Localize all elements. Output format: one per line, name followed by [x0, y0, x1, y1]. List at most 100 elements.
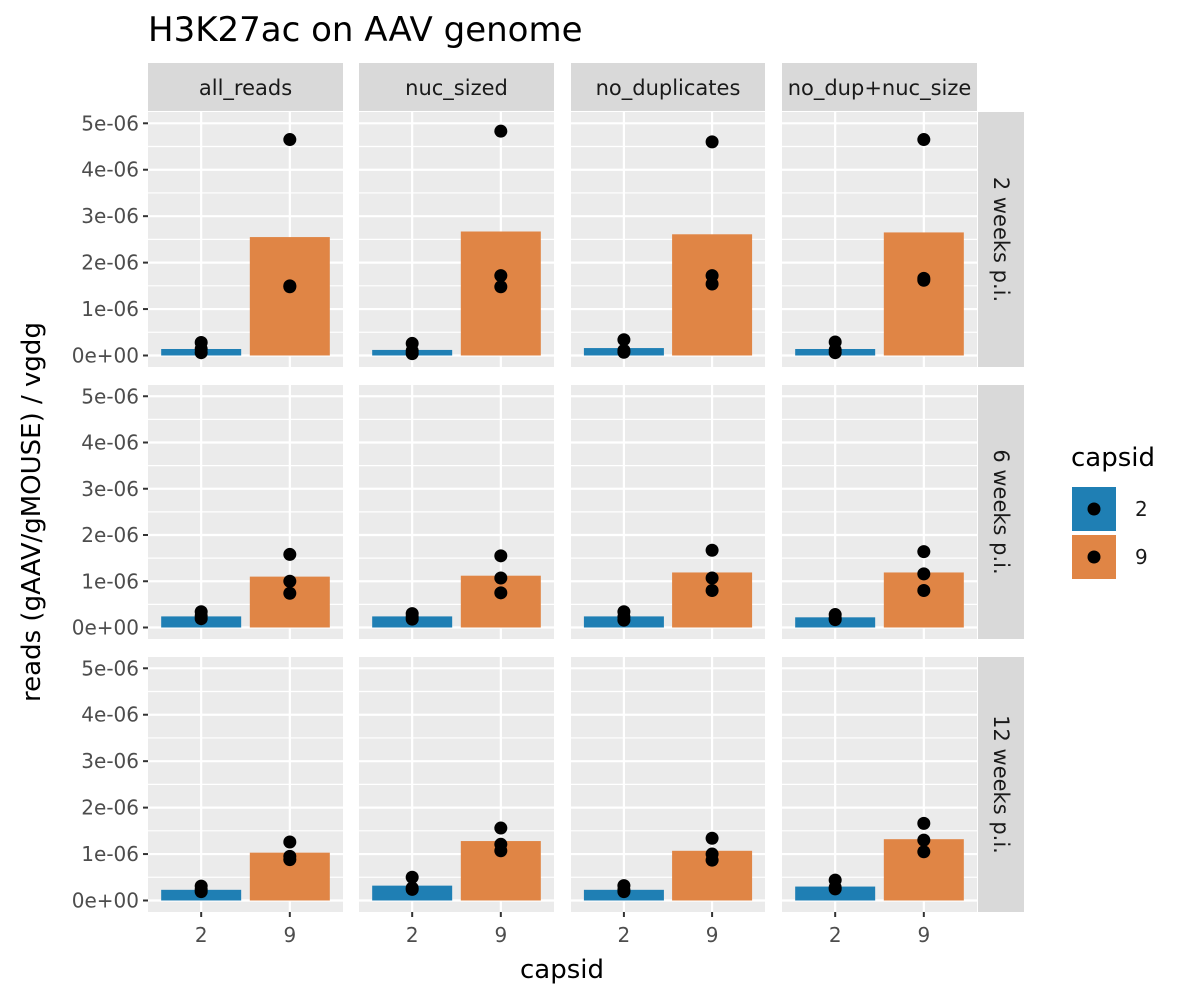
- data-point: [617, 333, 631, 347]
- y-tick-label: 4e-06: [81, 703, 139, 727]
- data-point: [494, 571, 508, 585]
- data-point: [705, 135, 719, 149]
- x-axes: 2 9 2 9 2 9 2 9: [195, 912, 930, 947]
- column-strip-bg: [359, 63, 554, 111]
- data-point: [828, 608, 842, 622]
- data-point: [283, 547, 297, 561]
- legend-point: [1087, 502, 1101, 516]
- x-tick-label: 2: [406, 923, 419, 947]
- x-axis-title: capsid: [520, 955, 604, 985]
- column-strip-bg: [148, 63, 343, 111]
- y-axes: 0e+00 1e-06 2e-06 3e-06 4e-06 5e-06 0e+00 1e-06…: [72, 111, 148, 913]
- y-tick-label: 1e-06: [81, 569, 139, 593]
- data-point: [917, 545, 931, 559]
- y-tick-label: 5e-06: [81, 656, 139, 680]
- column-strip-label: nuc_sized: [405, 76, 508, 101]
- chart-title: H3K27ac on AAV genome: [148, 10, 583, 50]
- data-point: [405, 870, 419, 884]
- data-point: [617, 605, 631, 619]
- data-point: [917, 816, 931, 830]
- column-strip-label: no_dup+nuc_size: [788, 76, 972, 101]
- y-tick-label: 3e-06: [81, 477, 139, 501]
- bar-capsid-9: [883, 572, 964, 628]
- data-point: [494, 837, 508, 851]
- data-point: [705, 584, 719, 597]
- y-tick-label: 0e+00: [72, 344, 139, 368]
- row-strips: 2 weeks p.i. 6 weeks p.i. 12 weeks p.i.: [978, 112, 1024, 912]
- data-point: [405, 336, 419, 350]
- data-point: [283, 835, 297, 849]
- data-point: [494, 821, 508, 835]
- y-tick-label: 4e-06: [81, 431, 139, 455]
- y-tick-label: 0e+00: [72, 616, 139, 640]
- legend-title: capsid: [1071, 443, 1155, 473]
- data-point: [705, 269, 719, 283]
- data-point: [917, 271, 931, 285]
- column-strips: all_reads nuc_sized no_duplicates no_dup+nu…: [148, 63, 977, 111]
- y-tick-label: 2e-06: [81, 523, 139, 547]
- row-strip-label: 12 weeks p.i.: [989, 715, 1013, 854]
- x-tick-label: 9: [917, 923, 930, 947]
- x-tick-label: 2: [195, 923, 208, 947]
- row-strip-label: 2 weeks p.i.: [989, 177, 1013, 302]
- row-strip-bg: [978, 657, 1024, 912]
- x-tick-label: 2: [618, 923, 631, 947]
- data-point: [705, 831, 719, 845]
- data-point: [283, 586, 297, 600]
- bar-capsid-9: [883, 232, 964, 356]
- row-strip-bg: [978, 385, 1024, 639]
- x-tick-label: 9: [706, 923, 719, 947]
- data-point: [494, 280, 508, 294]
- x-tick-label: 9: [283, 923, 296, 947]
- facet-panels: [148, 112, 977, 912]
- data-point: [494, 549, 508, 563]
- column-strip-bg: [571, 63, 765, 111]
- data-point: [194, 605, 208, 619]
- y-tick-label: 3e-06: [81, 749, 139, 773]
- y-tick-label: 4e-06: [81, 158, 139, 182]
- facet-panel: [782, 385, 977, 639]
- data-point: [194, 335, 208, 349]
- bar-capsid-9: [460, 231, 541, 356]
- data-point: [917, 567, 931, 581]
- y-tick-label: 5e-06: [81, 111, 139, 135]
- legend-point: [1087, 550, 1101, 564]
- data-point: [705, 543, 719, 557]
- y-tick-label: 3e-06: [81, 204, 139, 228]
- data-point: [917, 833, 931, 847]
- column-strip-label: no_duplicates: [596, 76, 741, 101]
- legend-label: 9: [1135, 545, 1148, 569]
- data-point: [494, 586, 508, 600]
- data-point: [494, 124, 508, 138]
- y-tick-label: 2e-06: [81, 796, 139, 820]
- data-point: [405, 607, 419, 621]
- data-point: [917, 133, 931, 147]
- data-point: [617, 343, 631, 357]
- data-point: [917, 845, 931, 859]
- data-point: [405, 881, 419, 895]
- x-tick-label: 2: [829, 923, 842, 947]
- data-point: [283, 574, 297, 588]
- legend: capsid 2 9: [1070, 443, 1155, 581]
- data-point: [828, 335, 842, 349]
- y-tick-label: 1e-06: [81, 297, 139, 321]
- data-point: [705, 847, 719, 861]
- data-point: [917, 584, 931, 597]
- x-tick-label: 9: [494, 923, 507, 947]
- bar-capsid-9: [249, 237, 330, 356]
- data-point: [705, 571, 719, 585]
- y-tick-label: 5e-06: [81, 384, 139, 408]
- bar-capsid-9: [672, 234, 753, 356]
- data-point: [283, 133, 297, 147]
- legend-label: 2: [1135, 497, 1148, 521]
- data-point: [494, 269, 508, 283]
- data-point: [828, 873, 842, 887]
- y-axis-title: reads (gAAV/gMOUSE) / vgdg: [17, 322, 47, 702]
- row-strip-label: 6 weeks p.i.: [989, 449, 1013, 574]
- column-strip-label: all_reads: [199, 76, 292, 101]
- y-tick-label: 2e-06: [81, 251, 139, 275]
- data-point: [194, 879, 208, 893]
- data-point: [617, 879, 631, 893]
- y-tick-label: 0e+00: [72, 889, 139, 913]
